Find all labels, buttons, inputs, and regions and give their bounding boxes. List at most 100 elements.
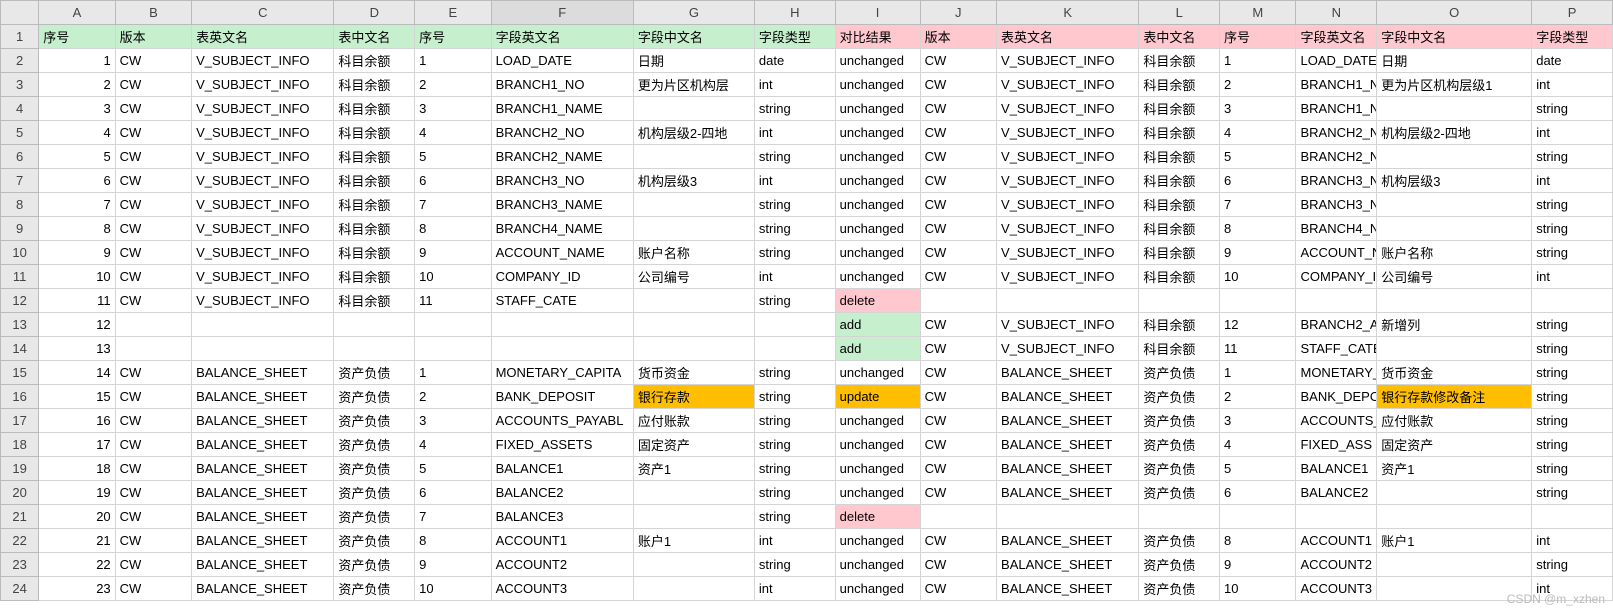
sheet-header-cell[interactable]: 序号 <box>415 25 491 49</box>
cell[interactable]: LOAD_DATE <box>491 49 633 73</box>
cell[interactable]: 科目余额 <box>1139 49 1220 73</box>
cell[interactable] <box>1220 289 1296 313</box>
column-header-G[interactable]: G <box>633 1 754 25</box>
cell[interactable]: int <box>754 73 835 97</box>
cell[interactable]: 3 <box>1220 97 1296 121</box>
cell[interactable]: 6 <box>1220 169 1296 193</box>
cell[interactable]: 资产1 <box>1377 457 1532 481</box>
cell[interactable]: 科目余额 <box>1139 97 1220 121</box>
cell[interactable] <box>115 313 191 337</box>
cell[interactable]: string <box>1532 241 1613 265</box>
cell[interactable]: BRANCH2_NAME <box>1296 145 1377 169</box>
cell[interactable]: 公司编号 <box>1377 265 1532 289</box>
cell[interactable]: 公司编号 <box>633 265 754 289</box>
cell[interactable]: 2 <box>1220 73 1296 97</box>
cell[interactable]: add <box>835 337 920 361</box>
cell[interactable]: BRANCH3_NAME <box>491 193 633 217</box>
column-header-H[interactable]: H <box>754 1 835 25</box>
cell[interactable]: V_SUBJECT_INFO <box>997 97 1139 121</box>
cell[interactable]: 资产负债 <box>1139 481 1220 505</box>
cell[interactable] <box>633 505 754 529</box>
cell[interactable]: CW <box>920 361 996 385</box>
cell[interactable]: 9 <box>39 241 115 265</box>
cell[interactable]: MONETARY_CAPITA <box>491 361 633 385</box>
cell[interactable]: BALANCE_SHEET <box>997 529 1139 553</box>
sheet-header-cell[interactable]: 版本 <box>920 25 996 49</box>
column-header-E[interactable]: E <box>415 1 491 25</box>
cell[interactable]: 科目余额 <box>1139 217 1220 241</box>
cell[interactable]: 10 <box>415 265 491 289</box>
cell[interactable]: V_SUBJECT_INFO <box>192 217 334 241</box>
cell[interactable]: 科目余额 <box>1139 313 1220 337</box>
cell[interactable] <box>1377 577 1532 601</box>
cell[interactable]: 账户名称 <box>1377 241 1532 265</box>
cell[interactable]: CW <box>920 73 996 97</box>
row-header-10[interactable]: 10 <box>1 241 39 265</box>
column-header-C[interactable]: C <box>192 1 334 25</box>
cell[interactable] <box>1220 505 1296 529</box>
sheet-header-cell[interactable]: 字段英文名 <box>491 25 633 49</box>
row-header-12[interactable]: 12 <box>1 289 39 313</box>
cell[interactable]: BALANCE3 <box>491 505 633 529</box>
cell[interactable]: 科目余额 <box>334 121 415 145</box>
cell[interactable]: BALANCE2 <box>491 481 633 505</box>
cell[interactable]: V_SUBJECT_INFO <box>997 193 1139 217</box>
cell[interactable]: int <box>754 265 835 289</box>
select-all-corner[interactable] <box>1 1 39 25</box>
cell[interactable] <box>920 505 996 529</box>
cell[interactable] <box>415 313 491 337</box>
cell[interactable]: 9 <box>415 553 491 577</box>
cell[interactable]: 9 <box>1220 241 1296 265</box>
cell[interactable]: 固定资产 <box>1377 433 1532 457</box>
cell[interactable]: BALANCE1 <box>1296 457 1377 481</box>
cell[interactable]: CW <box>920 241 996 265</box>
cell[interactable]: V_SUBJECT_INFO <box>192 145 334 169</box>
cell[interactable]: int <box>1532 577 1613 601</box>
cell[interactable]: V_SUBJECT_INFO <box>997 265 1139 289</box>
cell[interactable]: string <box>1532 409 1613 433</box>
cell[interactable]: unchanged <box>835 553 920 577</box>
cell[interactable]: int <box>1532 73 1613 97</box>
cell[interactable] <box>997 505 1139 529</box>
sheet-header-cell[interactable]: 表英文名 <box>997 25 1139 49</box>
cell[interactable]: 14 <box>39 361 115 385</box>
cell[interactable]: BALANCE_SHEET <box>192 553 334 577</box>
cell[interactable]: 资产负债 <box>1139 409 1220 433</box>
cell[interactable]: 2 <box>415 73 491 97</box>
cell[interactable]: CW <box>115 49 191 73</box>
cell[interactable] <box>997 289 1139 313</box>
cell[interactable]: 科目余额 <box>334 217 415 241</box>
cell[interactable]: 2 <box>415 385 491 409</box>
cell[interactable]: string <box>1532 457 1613 481</box>
cell[interactable]: string <box>1532 145 1613 169</box>
cell[interactable] <box>1139 505 1220 529</box>
cell[interactable]: COMPANY_ID <box>491 265 633 289</box>
cell[interactable]: CW <box>115 265 191 289</box>
cell[interactable]: V_SUBJECT_INFO <box>192 73 334 97</box>
row-header-8[interactable]: 8 <box>1 193 39 217</box>
cell[interactable] <box>633 217 754 241</box>
cell[interactable]: 8 <box>1220 217 1296 241</box>
cell[interactable]: 16 <box>39 409 115 433</box>
cell[interactable]: 科目余额 <box>334 289 415 313</box>
cell[interactable]: V_SUBJECT_INFO <box>192 289 334 313</box>
cell[interactable]: 4 <box>39 121 115 145</box>
cell[interactable]: 资产1 <box>633 457 754 481</box>
cell[interactable]: 固定资产 <box>633 433 754 457</box>
cell[interactable]: BALANCE1 <box>491 457 633 481</box>
cell[interactable]: 机构层级3 <box>1377 169 1532 193</box>
cell[interactable]: 7 <box>39 193 115 217</box>
cell[interactable]: CW <box>920 265 996 289</box>
cell[interactable]: 科目余额 <box>334 145 415 169</box>
cell[interactable]: 机构层级2-四地 <box>633 121 754 145</box>
cell[interactable]: 账户1 <box>633 529 754 553</box>
cell[interactable]: 10 <box>1220 577 1296 601</box>
cell[interactable]: 资产负债 <box>1139 577 1220 601</box>
cell[interactable]: V_SUBJECT_INFO <box>192 241 334 265</box>
cell[interactable]: int <box>1532 169 1613 193</box>
cell[interactable]: CW <box>115 193 191 217</box>
row-header-5[interactable]: 5 <box>1 121 39 145</box>
cell[interactable]: string <box>754 481 835 505</box>
cell[interactable]: 资产负债 <box>1139 529 1220 553</box>
sheet-header-cell[interactable]: 字段类型 <box>1532 25 1613 49</box>
